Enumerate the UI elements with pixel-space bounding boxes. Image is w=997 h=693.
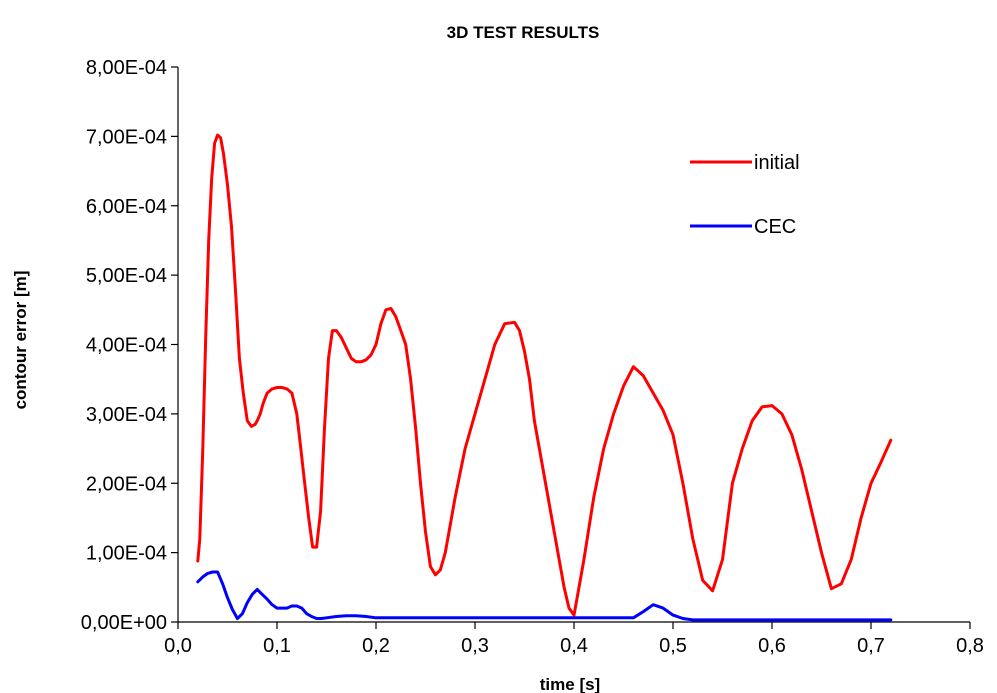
x-tick-label: 0,3 <box>461 635 489 657</box>
y-tick-label: 0,00E+00 <box>81 612 167 634</box>
series-line-cec <box>196 570 893 622</box>
x-axis: 0,0 0,1 0,2 0,3 0,4 0,5 0,6 0,7 0,8 <box>164 621 984 657</box>
y-tick-label: 8,00E-04 <box>86 57 167 79</box>
y-tick-label: 7,00E-04 <box>86 126 167 148</box>
chart-title: 3D TEST RESULTS <box>447 23 600 42</box>
x-tick-label: 0,4 <box>560 635 588 657</box>
y-tick-label: 1,00E-04 <box>86 543 167 565</box>
x-tick-label: 0,7 <box>857 635 885 657</box>
x-tick-label: 0,1 <box>263 635 291 657</box>
legend-label: initial <box>754 152 800 174</box>
y-tick-label: 5,00E-04 <box>86 265 167 287</box>
series-layer <box>196 133 893 622</box>
y-axis-title: contour error [m] <box>11 271 30 410</box>
legend-label: CEC <box>754 216 796 238</box>
y-tick-label: 2,00E-04 <box>86 473 167 495</box>
legend: initial CEC <box>690 152 800 238</box>
y-tick-label: 6,00E-04 <box>86 196 167 218</box>
x-tick-label: 0,6 <box>758 635 786 657</box>
x-tick-label: 0,2 <box>362 635 390 657</box>
y-tick-label: 4,00E-04 <box>86 335 167 357</box>
x-tick-label: 0,0 <box>164 635 192 657</box>
x-axis-title: time [s] <box>540 675 600 693</box>
x-tick-label: 0,5 <box>659 635 687 657</box>
x-tick-label: 0,8 <box>956 635 984 657</box>
y-tick-label: 3,00E-04 <box>86 404 167 426</box>
y-axis: 0,00E+00 1,00E-04 2,00E-04 3,00E-04 4,00E-04… <box>81 57 179 634</box>
series-line-initial <box>196 133 893 617</box>
